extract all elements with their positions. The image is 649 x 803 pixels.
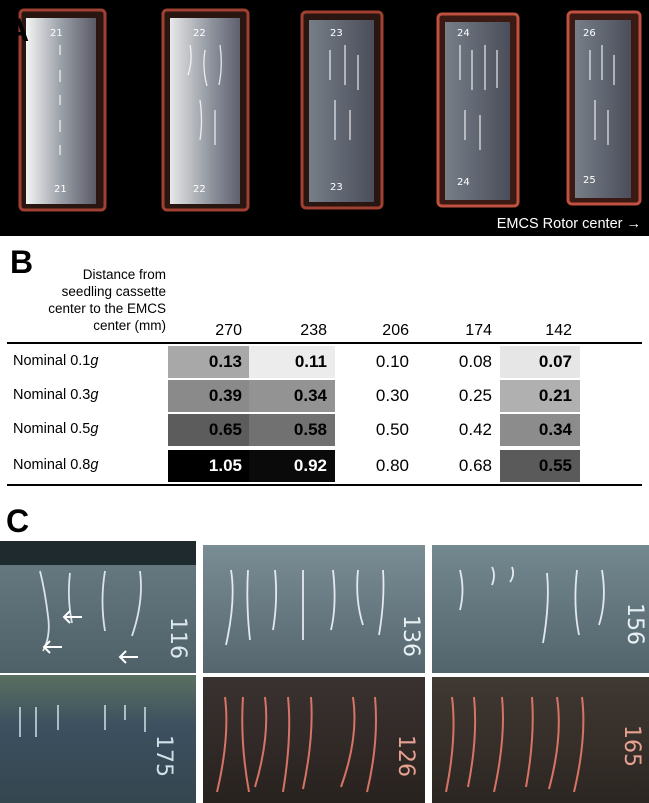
table-cell: 0.92 (249, 450, 335, 482)
cassette-photo-svg: 21 21 22 22 23 23 24 24 26 25 (18, 8, 642, 212)
table-cell: 0.65 (168, 414, 250, 446)
table-cell: 0.08 (418, 346, 500, 378)
arrow-icon (118, 650, 138, 664)
table-cell: 0.10 (335, 346, 417, 378)
panel-c-letter: C (6, 503, 30, 539)
row-label-unit: g (90, 421, 99, 437)
photo-6: 165 (432, 677, 649, 803)
header-caption-line-1: Distance from (82, 267, 166, 282)
photo-4: 175 (0, 675, 196, 803)
row-label: Nominal 0.3g (13, 387, 98, 403)
table-cell: 0.13 (168, 346, 250, 378)
column-header-174: 174 (465, 322, 492, 339)
table-cell: 0.80 (335, 450, 417, 482)
table-cell: 0.42 (418, 414, 500, 446)
table-cell: 1.05 (168, 450, 250, 482)
photo-3: 156 (432, 545, 649, 673)
photo-3-number: 156 (622, 603, 647, 645)
cassette-3-bottom-num: 23 (330, 182, 343, 193)
photo-5: 126 (203, 677, 425, 803)
cassette-1-bottom-num: 21 (54, 184, 67, 195)
row-label: Nominal 0.1g (13, 353, 98, 369)
table-cell: 0.30 (335, 380, 417, 412)
table-cell: 0.68 (418, 450, 500, 482)
cassette-4-top-num: 24 (457, 28, 470, 39)
column-header-270: 270 (215, 322, 242, 339)
arrow-icon (42, 640, 62, 654)
rotor-center-label: EMCS Rotor center → (496, 216, 641, 232)
row-label-unit: g (90, 353, 99, 369)
table-bottom-rule (7, 484, 642, 486)
panel-a-letter: A (6, 12, 30, 48)
table-cell: 0.55 (500, 450, 580, 482)
panel-c-photos: C 116 136 (0, 505, 649, 803)
column-header-142: 142 (545, 322, 572, 339)
table-top-rule (7, 342, 642, 344)
panel-a-photo: 21 21 22 22 23 23 24 24 26 25 EMCS Rotor… (0, 0, 649, 236)
row-label-unit: g (90, 457, 99, 473)
table-cell: 0.58 (249, 414, 335, 446)
column-header-206: 206 (382, 322, 409, 339)
cassette-3-top-num: 23 (330, 28, 343, 39)
panel-b-letter: B (10, 244, 34, 280)
row-label-text: Nominal 0.5 (13, 421, 91, 437)
cassette-4-bottom-num: 24 (457, 177, 470, 188)
column-header-238: 238 (300, 322, 327, 339)
photo-1: 116 (0, 541, 196, 673)
photo-2: 136 (203, 545, 425, 673)
row-label: Nominal 0.5g (13, 421, 98, 437)
table-cell: 0.21 (500, 380, 580, 412)
table-cell: 0.50 (335, 414, 417, 446)
row-label-text: Nominal 0.3 (13, 387, 91, 403)
cassette-2-top-num: 22 (193, 28, 206, 39)
cassette-1-top-num: 21 (50, 28, 63, 39)
photo-2-number: 136 (398, 615, 423, 657)
photo-6-number: 165 (619, 725, 644, 767)
header-caption: Distance from seedling cassette center t… (40, 266, 166, 334)
header-caption-line-2: seedling cassette (61, 284, 166, 299)
table-cell: 0.07 (500, 346, 580, 378)
row-label-unit: g (90, 387, 99, 403)
photo-5-number: 126 (393, 735, 418, 777)
cassette-5-top-num: 26 (583, 28, 596, 39)
photo-1-number: 116 (165, 617, 190, 659)
header-caption-line-4: center (mm) (93, 318, 166, 333)
row-label-text: Nominal 0.8 (13, 457, 91, 473)
table-cell: 0.25 (418, 380, 500, 412)
cassette-2-bottom-num: 22 (193, 184, 206, 195)
header-caption-line-3: center to the EMCS (48, 301, 166, 316)
table-cell: 0.11 (249, 346, 335, 378)
panel-b-table: B Distance from seedling cassette center… (0, 242, 649, 500)
arrow-icon (62, 610, 82, 624)
row-label: Nominal 0.8g (13, 457, 98, 473)
table-cell: 0.34 (249, 380, 335, 412)
table-cell: 0.39 (168, 380, 250, 412)
photo-4-number: 175 (151, 735, 176, 777)
cassette-5-bottom-num: 25 (583, 175, 596, 186)
table-cell: 0.34 (500, 414, 580, 446)
row-label-text: Nominal 0.1 (13, 353, 91, 369)
